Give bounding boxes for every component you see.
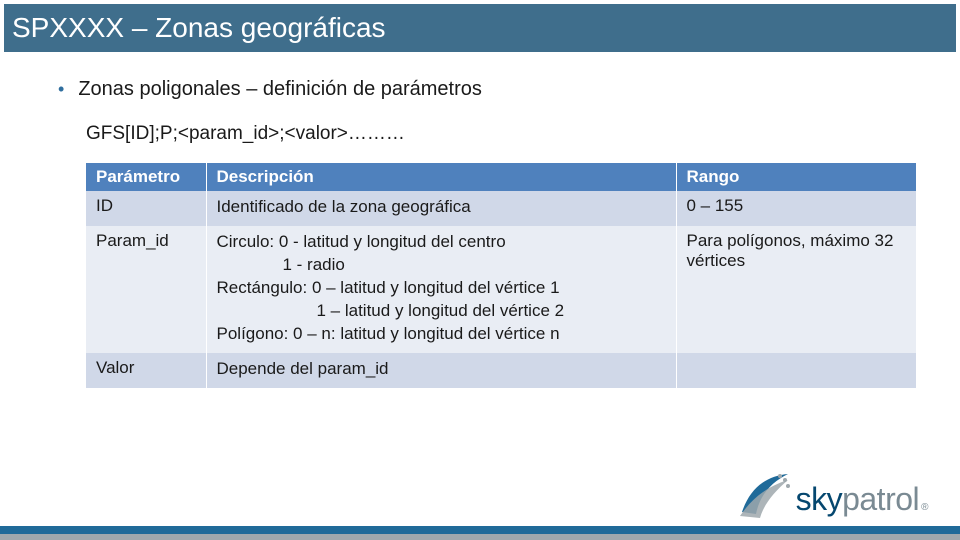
logo-swoosh-icon (738, 470, 790, 518)
cell-param: Valor (86, 353, 206, 388)
slide-title: SPXXXX – Zonas geográficas (12, 12, 386, 44)
cell-desc: Identificado de la zona geográfica (206, 191, 676, 226)
title-bar: SPXXXX – Zonas geográficas (4, 4, 956, 52)
registered-icon: ® (921, 502, 928, 513)
table-row: ValorDepende del param_id (86, 353, 916, 388)
cell-desc: Circulo: 0 - latitud y longitud del cent… (206, 226, 676, 353)
bullet-text: Zonas poligonales – definición de paráme… (78, 78, 482, 101)
bullet-icon: • (58, 80, 64, 98)
table-row: Param_idCirculo: 0 - latitud y longitud … (86, 226, 916, 353)
logo-part2: patrol (842, 481, 919, 518)
brand-logo: skypatrol® (738, 470, 928, 518)
cell-range: 0 – 155 (676, 191, 916, 226)
th-desc: Descripción (206, 163, 676, 191)
logo-text: skypatrol® (796, 481, 928, 518)
table-head: Parámetro Descripción Rango (86, 163, 916, 191)
params-table: Parámetro Descripción Rango IDIdentifica… (86, 163, 916, 388)
syntax-line: GFS[ID];P;<param_id>;<valor>……… (86, 123, 920, 145)
table-row: IDIdentificado de la zona geográfica0 – … (86, 191, 916, 226)
logo-part1: sky (796, 481, 843, 518)
footer-band (0, 526, 960, 540)
th-range: Rango (676, 163, 916, 191)
cell-param: Param_id (86, 226, 206, 353)
slide-body: • Zonas poligonales – definición de pará… (58, 78, 920, 388)
table-body: IDIdentificado de la zona geográfica0 – … (86, 191, 916, 388)
cell-range: Para polígonos, máximo 32 vértices (676, 226, 916, 353)
band-gray (0, 534, 960, 540)
slide-root: SPXXXX – Zonas geográficas • Zonas polig… (0, 0, 960, 540)
bullet-line: • Zonas poligonales – definición de pará… (58, 78, 920, 101)
cell-range (676, 353, 916, 388)
band-blue (0, 526, 960, 534)
cell-param: ID (86, 191, 206, 226)
th-param: Parámetro (86, 163, 206, 191)
cell-desc: Depende del param_id (206, 353, 676, 388)
